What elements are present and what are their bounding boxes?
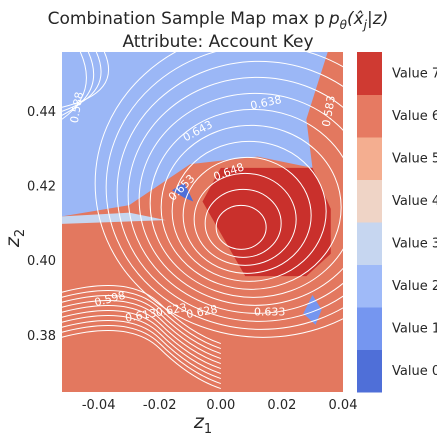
colorbar-label: Value 6 [392, 109, 437, 124]
contour-label: 0.588 [68, 91, 86, 124]
region-value-3 [62, 212, 166, 224]
y-tick-label: 0.40 [27, 254, 56, 269]
x-tick-label: -0.02 [143, 398, 177, 413]
colorbar-swatch [357, 264, 382, 308]
contour-label: 0.623 [155, 301, 188, 319]
colorbar-swatch [357, 307, 382, 350]
colorbar-label: Value 3 [392, 236, 437, 251]
contour-label: 0.638 [249, 93, 283, 112]
contour-ring [171, 140, 327, 282]
contour-ring [105, 52, 343, 330]
x-tick-label: 0.02 [267, 398, 296, 413]
chart-title: Combination Sample Map max pj [48, 9, 325, 29]
contour-label: 0.633 [254, 305, 286, 318]
contour-line [62, 52, 102, 112]
contour-label: 0.628 [185, 303, 218, 321]
contour-line [62, 285, 221, 345]
contour-line [62, 52, 95, 116]
colorbar-swatch [357, 94, 382, 138]
contour-ring [127, 76, 343, 314]
region-value-1 [303, 294, 322, 325]
colorbar-swatch [357, 349, 382, 393]
x-tick-label: 0.00 [206, 398, 235, 413]
colorbar-swatch [357, 137, 382, 180]
contour-ring [182, 156, 312, 274]
colorbar-label: Value 1 [392, 321, 437, 336]
contour-line [62, 325, 221, 385]
y-tick-label: 0.42 [27, 180, 56, 195]
y-tick-label: 0.38 [27, 329, 56, 344]
x-tick-label: -0.04 [82, 398, 116, 413]
colorbar-label: Value 0 [392, 364, 437, 379]
contour-line [62, 295, 221, 355]
contour-line [62, 310, 221, 370]
colorbar-label: Value 5 [392, 151, 437, 166]
region-value-6 [62, 193, 343, 392]
y-axis: 0.38 0.40 0.42 0.44 [27, 105, 56, 344]
contour-ring [193, 172, 297, 266]
contour-ring [149, 108, 343, 298]
x-axis-label: z1 [193, 411, 212, 437]
contour-line [62, 52, 109, 108]
contour-ring [94, 52, 343, 338]
x-axis: -0.04 -0.02 0.00 0.02 0.04 [82, 398, 358, 413]
region-value-0 [171, 182, 194, 202]
contour-line [62, 300, 221, 360]
contour-ring [138, 92, 343, 306]
chart-title-math: pθ(x̂j|z) [328, 9, 389, 32]
contour-line [62, 315, 221, 375]
contour-line [62, 290, 221, 350]
contour-line [62, 320, 221, 380]
contour-label: 0.613 [124, 307, 157, 325]
colorbar-label: Value 2 [392, 279, 437, 294]
x-tick-label: 0.04 [329, 398, 358, 413]
colorbar-label: Value 4 [392, 194, 437, 209]
contour-ring [116, 60, 343, 322]
y-axis-label: z2 [2, 229, 28, 248]
contour-line [62, 52, 87, 120]
contour-ring [204, 188, 282, 258]
contour-lines [62, 52, 343, 390]
contour-line [62, 305, 221, 365]
contour-ring [215, 204, 267, 250]
colorbar-label: Value 7 [392, 66, 437, 81]
colorbar-swatch [357, 222, 382, 265]
colorbar-swatch [357, 179, 382, 223]
y-tick-label: 0.44 [27, 105, 56, 120]
colorbar: Value 0 Value 1 Value 2 Value 3 Value 4 Value… [357, 52, 437, 393]
contour-line [62, 330, 221, 390]
contour-label: 0.583 [320, 95, 338, 128]
chart-subtitle: Attribute: Account Key [122, 32, 313, 52]
plot-area: 0.6380.6430.6480.6530.6330.6280.6230.613… [62, 52, 343, 392]
contour-ring [160, 124, 342, 290]
colorbar-swatch [357, 52, 382, 95]
